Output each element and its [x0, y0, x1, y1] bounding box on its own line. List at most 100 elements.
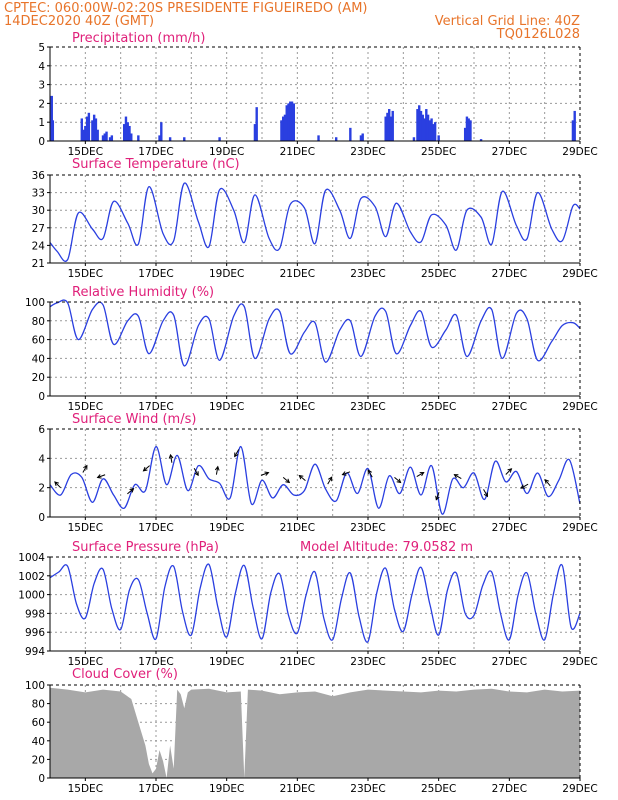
temp-xtick-label: 17DEC: [138, 268, 173, 280]
pressure-xtick-label: 29DEC: [562, 656, 597, 668]
wind-arrow-shaft: [483, 489, 488, 497]
precip-bar: [335, 137, 338, 141]
altitude-label: Model Altitude: 79.0582 m: [300, 540, 473, 555]
wind-arrow: [193, 468, 199, 477]
precip-bar: [425, 109, 428, 141]
pressure-ytick-label: 994: [25, 646, 45, 658]
precip-xtick-label: 21DEC: [280, 146, 315, 158]
precip-bar: [137, 135, 140, 141]
wind-arrow-shaft: [97, 474, 106, 478]
precip-bar: [94, 118, 98, 141]
wind-arrow-shaft: [234, 449, 240, 457]
precip-bar: [80, 118, 83, 141]
wind-arrow: [214, 465, 220, 475]
pressure-ytick-label: 1002: [18, 571, 45, 583]
precip-xtick-label: 17DEC: [138, 146, 173, 158]
wind-arrow-head: [142, 466, 148, 472]
wind-arrow: [142, 465, 150, 472]
precip-bar: [110, 135, 114, 141]
cloud-ytick-label: 40: [32, 736, 45, 748]
precip-bar: [91, 120, 94, 141]
cloud-xtick-label: 15DEC: [68, 783, 103, 795]
wind-arrow-head: [453, 474, 459, 479]
rh-ytick-label: 20: [32, 372, 45, 384]
header-grid-line: Vertical Grid Line: 40Z: [435, 14, 580, 29]
precip-bar: [386, 112, 389, 141]
wind-arrow: [168, 453, 174, 463]
wind-arrow-head: [168, 453, 174, 459]
pressure-xtick-label: 25DEC: [421, 656, 456, 668]
precip-xtick-label: 23DEC: [350, 146, 385, 158]
precip-bar: [428, 120, 432, 141]
precip-xtick-label: 27DEC: [492, 146, 527, 158]
precip-bar: [51, 120, 55, 141]
cloud-xtick-label: 29DEC: [562, 783, 597, 795]
precip-bar: [479, 139, 483, 141]
wind-arrow: [416, 471, 425, 477]
wind-title: Surface Wind (m/s): [72, 412, 196, 427]
precip-bar: [432, 124, 435, 141]
cloud-area: [50, 687, 580, 778]
rh-xtick-label: 23DEC: [350, 401, 385, 413]
precip-bar: [283, 114, 287, 141]
precip-bar: [571, 120, 575, 141]
wind-arrow-shaft: [82, 465, 88, 473]
temp-xtick-label: 27DEC: [492, 268, 527, 280]
wind-xtick-label: 25DEC: [421, 522, 456, 534]
precip-bar: [255, 107, 258, 141]
precip-bar: [280, 120, 283, 141]
wind-ytick-label: 6: [38, 424, 45, 436]
rh-xtick-label: 29DEC: [562, 401, 597, 413]
wind-arrow: [520, 483, 529, 489]
wind-arrow-head: [264, 471, 270, 476]
wind-arrow: [505, 468, 513, 475]
wind-arrow-shaft: [367, 469, 373, 478]
precip-bar: [430, 118, 433, 141]
wind-arrow: [453, 474, 462, 480]
cloud-xtick-label: 21DEC: [280, 783, 315, 795]
temp-ytick-label: 24: [32, 240, 46, 252]
cloud-xtick-label: 19DEC: [209, 783, 244, 795]
precip-bar: [423, 118, 426, 141]
wind-xtick-label: 23DEC: [350, 522, 385, 534]
precip-panel: 0 1 2 3 4 5 15DEC 17DEC 19DEC 21DEC 23DEC 25DEC 27DE…: [38, 42, 597, 158]
precip-bar: [289, 101, 292, 141]
wind-arrow-shaft: [215, 466, 219, 475]
wind-arrow-shaft: [143, 465, 150, 472]
cloud-ytick-label: 80: [32, 699, 45, 711]
wind-arrow-shaft: [54, 481, 61, 489]
precip-bar: [285, 105, 288, 141]
precip-bar: [108, 137, 112, 141]
wind-arrow-head: [214, 465, 220, 471]
wind-xtick-label: 27DEC: [492, 522, 527, 534]
pressure-title: Surface Pressure (hPa): [72, 540, 219, 555]
wind-series-line: [49, 445, 581, 515]
wind-arrow: [282, 477, 291, 484]
wind-arrow-shaft: [327, 476, 333, 485]
wind-arrow-head: [396, 478, 402, 484]
cloud-panel: 0 20 40 60 80 100 15DEC 17DEC 19DEC 21DEC 23DEC 25D…: [25, 680, 598, 795]
cloud-xtick-label: 23DEC: [350, 783, 385, 795]
precip-ytick-label: 1: [38, 117, 45, 129]
precip-xtick-label: 15DEC: [68, 146, 103, 158]
precip-bar: [128, 125, 131, 141]
wind-arrow-shaft: [342, 471, 351, 476]
rh-xtick-label: 27DEC: [492, 401, 527, 413]
wind-arrow-shaft: [435, 492, 440, 500]
precip-bar: [82, 129, 85, 141]
temp-title: Surface Temperature (nC): [72, 157, 240, 172]
wind-arrow-shaft: [520, 483, 529, 489]
pressure-xtick-label: 21DEC: [280, 656, 315, 668]
pressure-xtick-label: 23DEC: [350, 656, 385, 668]
wind-arrow-head: [419, 471, 425, 477]
pressure-series-line: [49, 563, 581, 643]
temp-xtick-label: 19DEC: [209, 268, 244, 280]
cloud-xtick-label: 27DEC: [492, 783, 527, 795]
precip-bar: [183, 137, 186, 141]
temp-ytick-label: 21: [32, 258, 45, 270]
precip-bar: [467, 118, 470, 141]
precip-bar: [290, 101, 294, 141]
wind-arrow-shaft: [544, 479, 551, 487]
temp-ytick-label: 36: [32, 170, 46, 182]
wind-ytick-label: 0: [38, 512, 45, 524]
